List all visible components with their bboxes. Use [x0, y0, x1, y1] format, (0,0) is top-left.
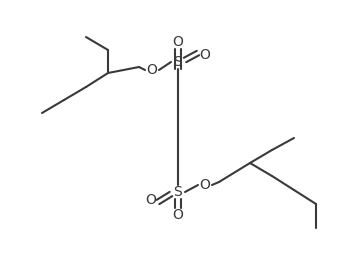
Text: O: O [173, 208, 183, 222]
Text: S: S [174, 55, 182, 69]
Text: S: S [174, 185, 182, 199]
Text: O: O [147, 63, 157, 77]
Text: O: O [200, 178, 210, 192]
Text: O: O [200, 48, 210, 62]
Text: O: O [146, 193, 156, 207]
Text: O: O [173, 35, 183, 49]
